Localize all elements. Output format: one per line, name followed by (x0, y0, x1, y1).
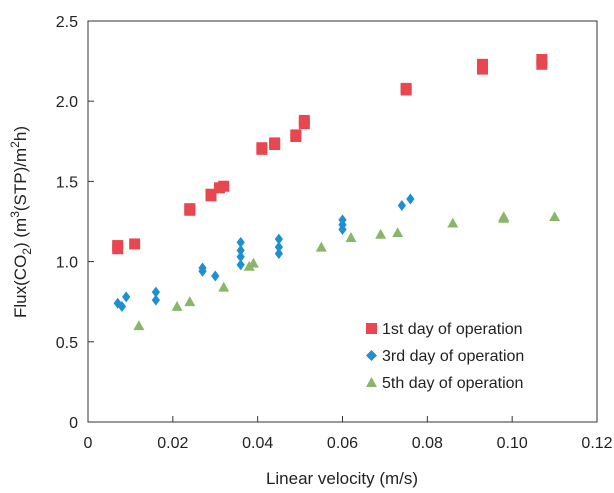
y-axis-title-m2-superscript: 2 (8, 141, 22, 148)
data-point-diamond (338, 214, 347, 226)
data-point-diamond (236, 251, 245, 263)
x-tick-label: 0.12 (581, 435, 612, 452)
legend-item-day5: 5th day of operation (366, 375, 523, 392)
legend-label-day3: 3rd day of operation (382, 348, 524, 365)
legend-item-day3: 3rd day of operation (366, 348, 524, 365)
data-point-diamond (122, 291, 131, 303)
data-point-diamond (151, 294, 160, 306)
data-point-square (256, 142, 268, 154)
data-point-diamond (198, 262, 207, 274)
series-day-1 (112, 53, 548, 255)
data-point-diamond (211, 270, 220, 282)
y-tick-label: 0.5 (56, 335, 78, 352)
legend-label-day5: 5th day of operation (382, 375, 523, 392)
data-point-triangle (171, 301, 183, 311)
data-point-triangle (315, 241, 327, 252)
data-point-square (400, 82, 412, 94)
data-point-triangle (447, 217, 459, 228)
data-point-diamond (274, 241, 283, 253)
y-tick-label: 0 (69, 415, 78, 432)
data-point-diamond (274, 248, 283, 260)
data-point-square (129, 238, 141, 250)
data-points (112, 53, 561, 331)
data-point-square (205, 188, 217, 200)
data-point-diamond (236, 236, 245, 248)
y-axis-title-flux: Flux(CO (11, 255, 30, 318)
data-point-diamond (397, 199, 407, 211)
x-tick-label: 0.06 (327, 435, 358, 452)
data-point-diamond (151, 286, 160, 298)
y-axis-title-units-a: ) (m (11, 218, 30, 248)
y-axis-title-co2-subscript: 2 (20, 248, 34, 255)
data-point-square (298, 114, 310, 126)
data-point-diamond (236, 259, 245, 271)
x-axis: 0 0.02 0.04 0.06 0.08 0.10 0.12 (84, 416, 613, 452)
data-point-square (290, 129, 302, 141)
data-point-triangle (392, 227, 404, 238)
legend: 1st day of operation 3rd day of operatio… (366, 321, 524, 392)
data-point-square (476, 58, 488, 70)
data-point-triangle (375, 228, 387, 239)
data-point-diamond (236, 244, 245, 256)
y-tick-label: 1.5 (56, 174, 78, 191)
y-axis-title-units-c: h) (11, 126, 30, 141)
legend-marker-triangle (366, 377, 377, 387)
x-tick-label: 0.08 (412, 435, 443, 452)
data-point-triangle (498, 211, 510, 222)
data-point-square (536, 53, 548, 65)
legend-label-day1: 1st day of operation (382, 321, 523, 338)
y-axis-title: Flux(CO2) (m3(STP)/m2h) (8, 126, 34, 318)
data-point-triangle (549, 211, 561, 222)
data-point-triangle (247, 257, 259, 268)
data-point-triangle (133, 320, 145, 331)
x-tick-label: 0 (84, 435, 93, 452)
legend-marker-diamond (366, 350, 377, 361)
y-tick-label: 1.0 (56, 255, 78, 272)
data-point-triangle (184, 296, 196, 307)
x-tick-label: 0.10 (497, 435, 528, 452)
x-axis-title: Linear velocity (m/s) (266, 469, 418, 488)
data-point-square (218, 180, 230, 192)
data-point-square (184, 203, 196, 215)
x-tick-label: 0.04 (242, 435, 273, 452)
data-point-triangle (345, 232, 357, 242)
series-day-5 (133, 211, 561, 331)
legend-marker-square (366, 323, 377, 334)
x-tick-label: 0.02 (157, 435, 188, 452)
y-axis-title-m3-superscript: 3 (8, 211, 22, 218)
data-point-triangle (218, 281, 230, 292)
y-tick-label: 2.5 (56, 14, 78, 31)
data-point-diamond (274, 233, 283, 245)
data-point-square (269, 137, 281, 149)
data-point-square (112, 240, 124, 252)
data-point-diamond (406, 193, 415, 205)
data-point-diamond (117, 301, 127, 313)
y-axis: 0 0.5 1.0 1.5 2.0 2.5 (56, 14, 94, 432)
legend-item-day1: 1st day of operation (366, 321, 523, 338)
y-tick-label: 2.0 (56, 94, 78, 111)
series-day-3 (113, 193, 415, 313)
y-axis-title-units-b: (STP)/m (11, 148, 30, 211)
